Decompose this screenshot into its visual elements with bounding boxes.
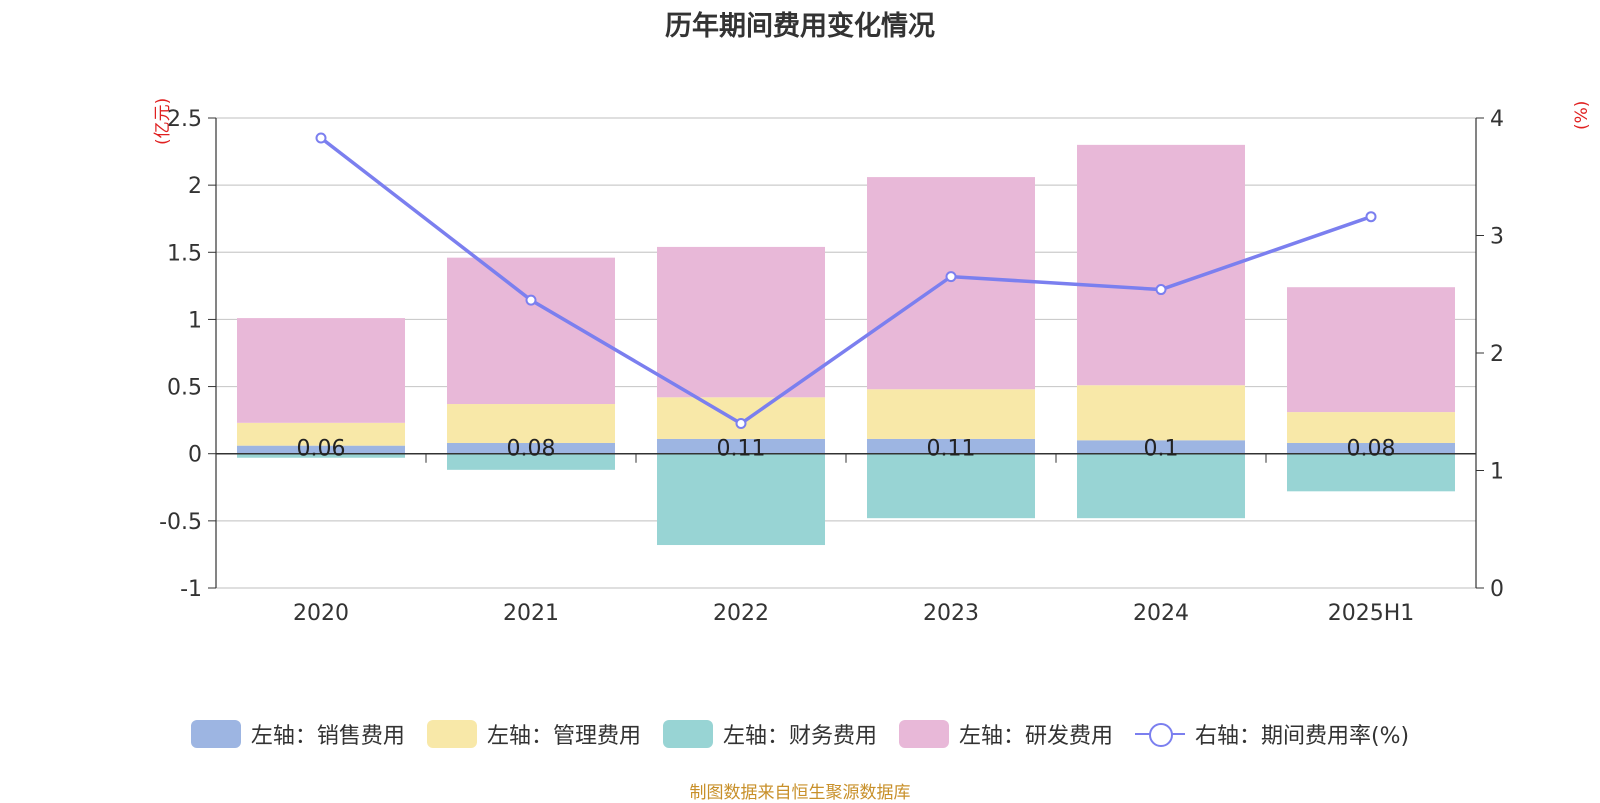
x-axis-tick-label: 2024 [1133, 601, 1189, 626]
right-axis-tick-label: 1 [1490, 460, 1504, 485]
left-axis-tick-label: -0.5 [159, 510, 202, 535]
sales-data-label: 0.08 [1347, 437, 1396, 462]
x-axis-tick-label: 2021 [503, 601, 559, 626]
x-axis-tick-label: 2023 [923, 601, 979, 626]
left-axis-tick-label: 2.5 [167, 107, 202, 132]
bar-admin [447, 404, 615, 443]
legend-item-finance[interactable]: 左轴：财务费用 [662, 718, 877, 750]
right-axis-tick-label: 3 [1490, 225, 1504, 250]
bar-sales [867, 438, 1035, 454]
legend-label-finance: 左轴：财务费用 [722, 724, 877, 749]
legend-swatch-rnd [898, 720, 949, 748]
expense-rate-point [1365, 211, 1377, 223]
sales-data-label: 0.11 [717, 437, 766, 462]
bar-finance [447, 453, 615, 470]
legend-label-expense-rate: 右轴：期间费用率(%) [1194, 724, 1410, 749]
sales-data-label: 0.11 [927, 437, 976, 462]
expense-rate-point [945, 271, 957, 283]
bar-sales [1287, 442, 1455, 454]
bar-finance [657, 453, 825, 546]
left-axis-tick-label: -1 [180, 577, 202, 602]
expense-rate-point [1155, 284, 1167, 296]
expense-rate-point [525, 294, 537, 306]
sales-data-label: 0.06 [297, 437, 346, 462]
chart-plot: -1 -0.5 0 0.5 1 1.5 2 2.5 0 1 2 3 4 2020 2021 2022 2023 2… [159, 107, 1504, 626]
sales-data-label: 0.08 [507, 437, 556, 462]
right-axis-tick-label: 4 [1490, 107, 1504, 132]
chart-legend: 左轴：销售费用 左轴：管理费用 左轴：财务费用 左轴：研发费用 右轴：期间费用率… [0, 718, 1600, 750]
legend-item-rnd[interactable]: 左轴：研发费用 [898, 718, 1113, 750]
x-axis-tick-label: 2022 [713, 601, 769, 626]
legend-item-expense-rate[interactable]: 右轴：期间费用率(%) [1134, 718, 1410, 750]
bar-finance [867, 453, 1035, 519]
left-axis-tick-label: 0 [188, 443, 202, 468]
left-axis-tick-label: 2 [188, 174, 202, 199]
legend-swatch-admin [426, 720, 477, 748]
left-axis-tick-label: 1 [188, 308, 202, 333]
bar-finance [1287, 453, 1455, 492]
legend-label-sales: 左轴：销售费用 [250, 724, 405, 749]
bar-rnd [237, 318, 405, 423]
bar-sales [1077, 440, 1245, 454]
legend-swatch-expense-rate [1134, 720, 1185, 748]
bar-sales [237, 445, 405, 454]
legend-swatch-sales [190, 720, 241, 748]
bar-admin [237, 422, 405, 446]
legend-label-admin: 左轴：管理费用 [486, 724, 641, 749]
bar-sales [657, 438, 825, 454]
bar-admin [1077, 385, 1245, 441]
bar-sales [447, 442, 615, 454]
x-axis-tick-label: 2025H1 [1328, 601, 1415, 626]
legend-label-rnd: 左轴：研发费用 [958, 724, 1113, 749]
sales-data-label: 0.1 [1144, 437, 1179, 462]
bar-rnd [867, 177, 1035, 390]
legend-item-admin[interactable]: 左轴：管理费用 [426, 718, 641, 750]
expense-rate-line [319, 136, 1372, 426]
data-source-note: 制图数据来自恒生聚源数据库 [689, 783, 911, 803]
bar-rnd [1077, 144, 1245, 386]
right-axis-tick-label: 0 [1490, 577, 1504, 602]
bar-rnd [1287, 287, 1455, 413]
legend-swatch-finance [662, 720, 713, 748]
bar-admin [1287, 412, 1455, 443]
bar-finance [1077, 453, 1245, 519]
left-axis-tick-label: 1.5 [167, 241, 202, 266]
x-axis-tick-label: 2020 [293, 601, 349, 626]
chart-title: 历年期间费用变化情况 [665, 11, 935, 42]
legend-item-sales[interactable]: 左轴：销售费用 [190, 718, 405, 750]
bar-finance [237, 453, 405, 458]
expense-rate-point [735, 418, 747, 429]
expense-rate-point [315, 132, 327, 144]
bar-rnd [447, 257, 615, 405]
bar-rnd [657, 246, 825, 398]
left-axis-tick-label: 0.5 [167, 376, 202, 401]
right-axis-tick-label: 2 [1490, 342, 1504, 367]
bar-admin [867, 389, 1035, 439]
